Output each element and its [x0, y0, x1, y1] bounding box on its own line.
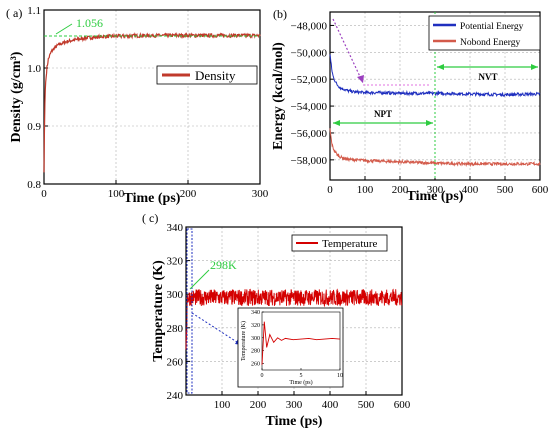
y-tick-label: −56,000: [291, 128, 328, 140]
panel-a-legend-box: [156, 65, 258, 85]
panel-b-legend-label-potential: Potential Energy: [460, 22, 524, 32]
inset-x-tick-label: 10: [337, 373, 343, 379]
inset-x-tick-label: 0: [261, 373, 264, 379]
panel-c-legend: Temperature: [291, 234, 388, 252]
panel-b-ticks: 0 100 200 300 400 500 600 −58,000 −56,000 −54,000…: [291, 20, 549, 196]
panel-c-inset-box: [237, 307, 344, 388]
panel-b-xlabel: Time (ps): [407, 189, 464, 204]
panel-a-legend-label: Density: [195, 68, 236, 83]
panel-b-ylabel: Energy (kcal/mol): [271, 42, 286, 150]
panel-c-annotation-pointer: [189, 269, 210, 290]
x-tick-label: 600: [532, 184, 549, 196]
x-tick-label: 500: [497, 184, 514, 196]
panel-b-legend: Potential Energy Nobond Energy: [428, 15, 541, 51]
y-tick-label: −48,000: [291, 20, 328, 32]
panel-b-legend-label-nonbond: Nobond Energy: [460, 38, 520, 48]
x-tick-label: 0: [41, 188, 47, 200]
inset-y-tick-label: 260: [251, 362, 260, 368]
x-tick-label: 200: [250, 399, 267, 411]
temperature-line: [185, 288, 403, 350]
panel-c-series: [185, 288, 403, 350]
x-tick-label: 400: [322, 399, 339, 411]
panel-a-xlabel: Time (ps): [124, 191, 181, 206]
panel-c-xlabel: Time (ps): [266, 414, 323, 429]
x-tick-label: 0: [327, 184, 333, 196]
x-tick-label: 400: [462, 184, 479, 196]
panel-b-nvt-label: NVT: [478, 72, 497, 82]
inset-x-tick-label: 5: [300, 373, 303, 379]
panel-c-inset-ylabel: Temperature (K): [240, 321, 247, 361]
panel-a-label: ( a): [6, 6, 22, 20]
panel-c-inset-series: [261, 321, 341, 365]
inset-y-tick-label: 320: [251, 323, 260, 329]
y-tick-label: 1.0: [27, 63, 41, 75]
panel-c-annotation: 298K: [210, 258, 237, 272]
panel-b-npt-arrowhead-right: [426, 120, 433, 126]
panel-c-zoom-region: [186, 228, 193, 394]
x-tick-label: 300: [427, 184, 444, 196]
y-tick-label: 0.8: [27, 179, 41, 191]
panel-a-annotation: 1.056: [76, 16, 103, 30]
panel-b-npt-label: NPT: [374, 109, 392, 119]
panel-b-decay-arrow: [332, 18, 364, 84]
y-tick-label: −54,000: [291, 101, 328, 113]
y-tick-label: 0.9: [27, 121, 41, 133]
y-tick-label: 340: [167, 222, 184, 234]
x-tick-label: 200: [392, 184, 409, 196]
panel-c-legend-box: [291, 234, 388, 252]
panel-c-label: ( c): [142, 211, 158, 225]
inset-y-tick-label: 280: [251, 349, 260, 355]
panel-a-legend: Density: [156, 65, 258, 85]
inset-y-tick-label: 340: [251, 310, 260, 316]
x-tick-label: 300: [286, 399, 303, 411]
x-tick-label: 100: [214, 399, 231, 411]
panel-c-inset: 0 5 10 260 280 300 320 340 Time (ps) Temperatur…: [237, 307, 344, 388]
panel-a-annotation-pointer: [55, 23, 73, 35]
y-tick-label: 1.1: [27, 5, 41, 17]
panel-c-zoom-arrow: [191, 312, 241, 345]
panel-b-energy-chart: (b) 0 100 200 300 400 500 600 −58,000 −56,000 −54…: [271, 7, 549, 204]
panel-a-density-chart: ( a) 0 100 200 300 0.8 0.9 1.0 1.1 1.056 Densit…: [6, 5, 269, 206]
panel-b-nvt-arrowhead-right: [531, 64, 538, 70]
y-tick-label: −50,000: [291, 47, 328, 59]
x-tick-label: 100: [357, 184, 374, 196]
y-tick-label: 260: [167, 356, 184, 368]
y-tick-label: −58,000: [291, 155, 328, 167]
y-tick-label: −52,000: [291, 74, 328, 86]
x-tick-label: 100: [108, 188, 125, 200]
x-tick-label: 200: [180, 188, 197, 200]
panel-c-ylabel: Temperature (K): [151, 260, 166, 362]
panel-b-decay-arrowhead: [357, 75, 364, 83]
inset-temperature-line: [261, 321, 341, 365]
x-tick-label: 300: [252, 188, 269, 200]
panel-a-frame: [43, 9, 261, 185]
panel-c-legend-label: Temperature: [322, 238, 378, 250]
panel-c-temperature-chart: ( c) 100 200 300 400 500 60024026028030032034…: [142, 211, 411, 429]
panel-c-inset-xlabel: Time (ps): [289, 379, 312, 386]
y-tick-label: 300: [167, 289, 184, 301]
inset-y-tick-label: 300: [251, 336, 260, 342]
panel-c-inset-ticks: 0 5 10 260 280 300 320 340: [251, 310, 343, 379]
panel-a-ticks: 0 100 200 300 0.8 0.9 1.0 1.1: [27, 5, 269, 200]
y-tick-label: 240: [167, 390, 184, 402]
panel-b-legend-box: [428, 15, 541, 51]
x-tick-label: 500: [358, 399, 375, 411]
panel-b-npt-arrowhead-left: [333, 120, 340, 126]
y-tick-label: 320: [167, 256, 184, 268]
panel-b-label: (b): [273, 7, 287, 21]
y-tick-label: 280: [167, 323, 184, 335]
density-line: [43, 31, 261, 173]
panel-a-series: [43, 31, 261, 173]
panel-b-nvt-arrowhead-left: [437, 64, 444, 70]
panel-a-ylabel: Density (g/cm³): [9, 51, 24, 142]
x-tick-label: 600: [394, 399, 411, 411]
